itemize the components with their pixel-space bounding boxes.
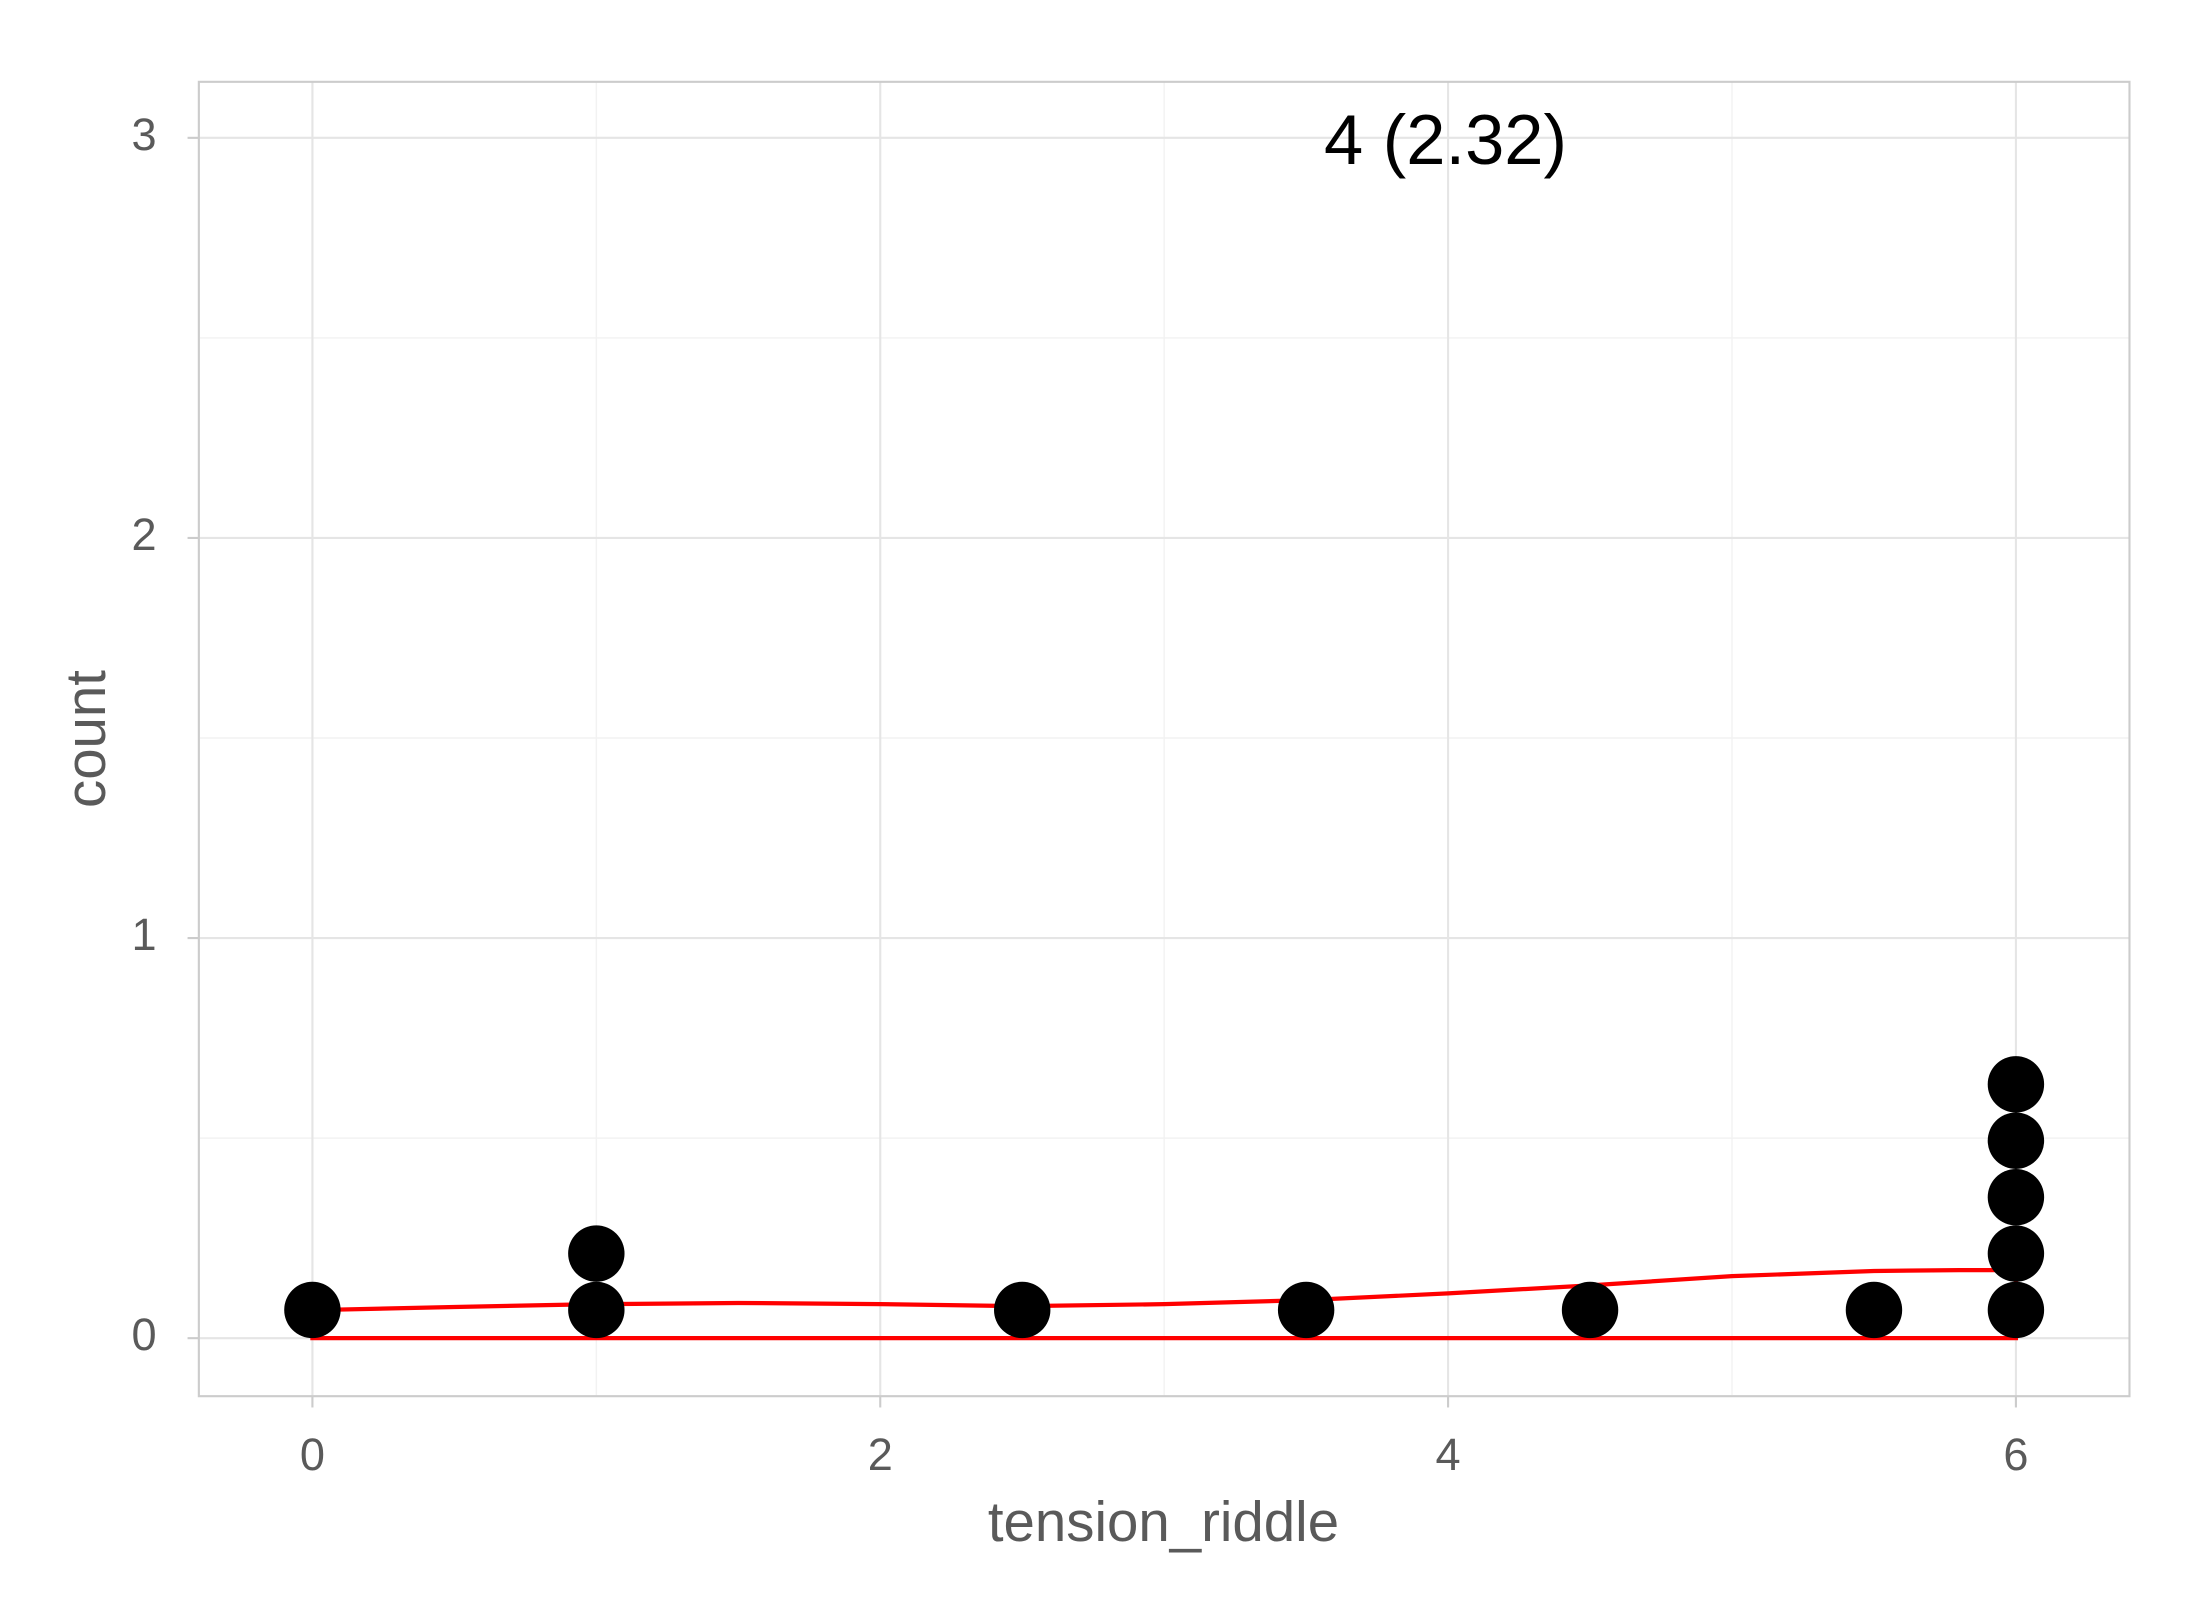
dot [568,1225,625,1282]
y-tick-label: 3 [131,109,156,160]
dot [1987,1112,2045,1169]
dot [568,1281,625,1339]
dot [1987,1225,2045,1282]
y-tick-label: 0 [131,1309,156,1360]
dot [1987,1056,2045,1113]
marks [284,1056,2045,1341]
dot [1561,1281,1619,1339]
dot [994,1281,1051,1339]
dot [1845,1281,1903,1339]
x-tick-label: 2 [868,1429,893,1480]
x-tick-label: 6 [2003,1429,2028,1480]
dot [1987,1168,2045,1226]
y-tick-label: 2 [131,509,156,560]
x-axis-title: tension_riddle [988,1490,1339,1553]
y-axis-title: count [54,670,117,808]
y-tick-label: 1 [131,909,156,960]
panel-border [197,80,2131,1398]
x-tick-label: 4 [1436,1429,1461,1480]
x-tick-label: 0 [300,1429,325,1480]
dot [1277,1281,1335,1339]
dot [1987,1281,2045,1339]
annotation: 4 (2.32) [1324,100,1567,179]
dot [284,1281,341,1339]
